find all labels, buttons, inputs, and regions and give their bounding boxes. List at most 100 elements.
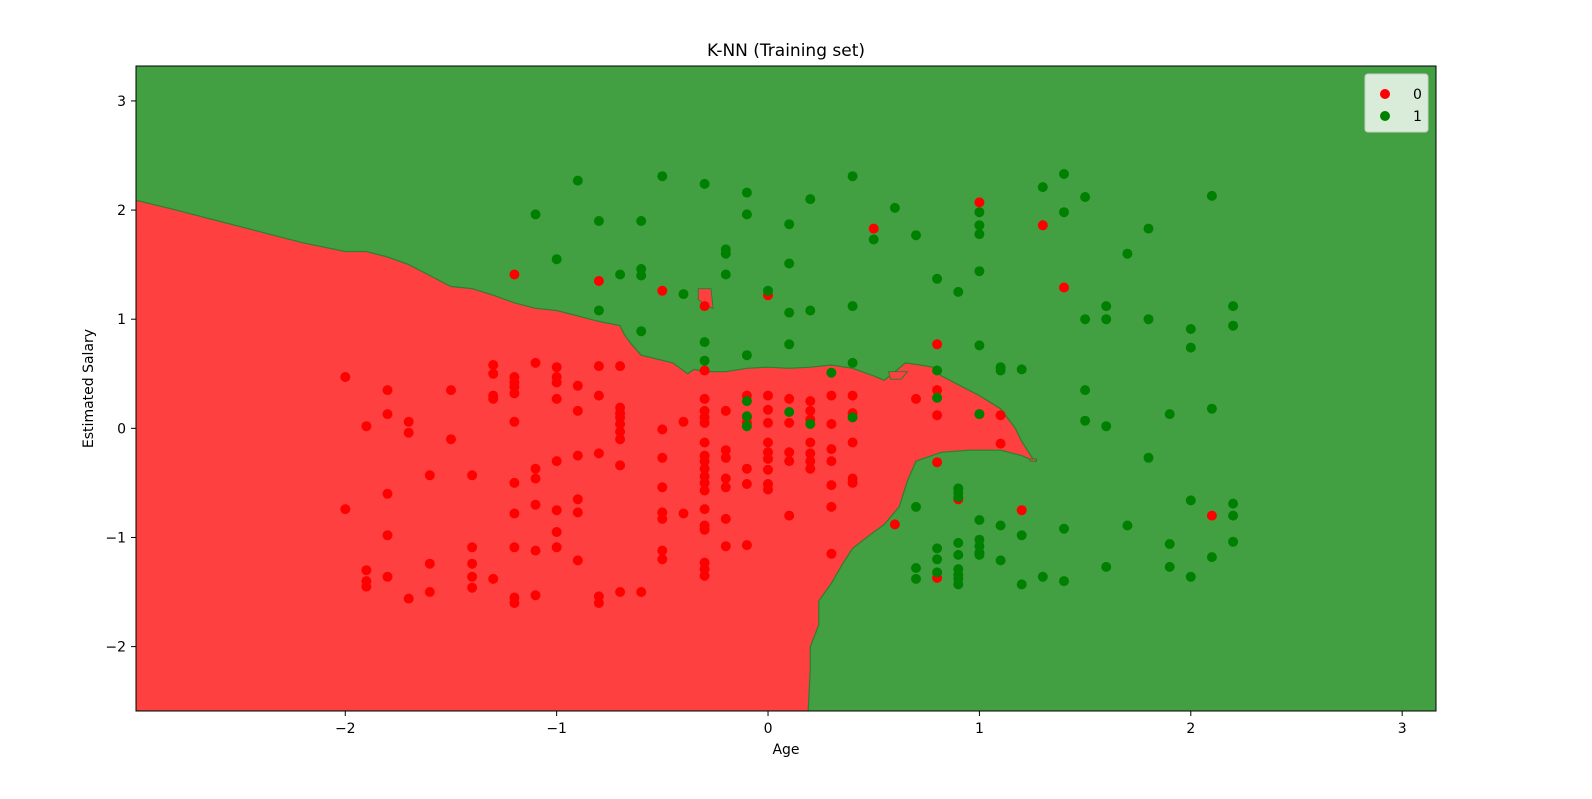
point-class-0 [488, 393, 499, 404]
point-class-0 [615, 426, 626, 437]
point-class-1 [911, 501, 921, 512]
point-class-0 [826, 419, 837, 429]
point-class-0 [657, 424, 668, 435]
point-class-1 [699, 178, 710, 189]
point-class-1 [741, 187, 752, 198]
point-class-0 [699, 570, 710, 581]
point-class-0 [1016, 505, 1027, 516]
point-class-1 [1228, 536, 1239, 547]
point-class-0 [995, 410, 1006, 421]
point-class-0 [403, 416, 414, 427]
point-class-1 [636, 326, 647, 337]
point-class-0 [826, 390, 837, 401]
point-class-0 [699, 524, 710, 535]
point-class-0 [784, 393, 795, 404]
point-class-0 [509, 477, 520, 488]
point-class-0 [657, 513, 668, 524]
x-tick-label: −1 [546, 721, 567, 737]
point-class-1 [741, 421, 752, 432]
point-class-0 [826, 548, 837, 559]
point-class-0 [889, 519, 900, 530]
point-class-1 [1206, 403, 1217, 414]
x-tick-label: 3 [1398, 721, 1407, 737]
point-class-0 [847, 390, 858, 401]
point-class-0 [932, 457, 943, 468]
point-class-1 [593, 305, 604, 316]
point-class-0 [699, 301, 710, 312]
point-class-0 [467, 571, 478, 582]
legend: 01 [1364, 73, 1429, 133]
point-class-0 [593, 448, 604, 459]
point-class-0 [382, 488, 393, 499]
point-class-0 [382, 385, 393, 396]
point-class-0 [509, 598, 520, 608]
point-class-1 [636, 270, 647, 281]
point-class-1 [1016, 530, 1027, 541]
point-class-0 [340, 372, 351, 382]
point-class-1 [1185, 342, 1196, 353]
point-class-0 [847, 437, 858, 448]
y-tick-label: 0 [117, 421, 126, 437]
point-class-0 [699, 393, 710, 404]
point-class-0 [551, 393, 562, 404]
point-class-1 [784, 339, 795, 350]
point-class-0 [805, 396, 816, 407]
point-class-1 [551, 254, 562, 265]
point-class-0 [868, 223, 879, 234]
point-class-1 [1228, 510, 1239, 521]
point-class-0 [551, 362, 562, 373]
point-class-1 [784, 307, 795, 318]
point-class-1 [1080, 192, 1091, 202]
point-class-1 [868, 234, 879, 245]
point-class-0 [826, 501, 837, 512]
point-class-1 [1101, 301, 1112, 312]
point-class-0 [509, 388, 520, 399]
point-class-0 [615, 587, 626, 597]
point-class-0 [572, 494, 583, 505]
point-class-1 [995, 365, 1006, 376]
point-class-1 [1164, 539, 1175, 549]
point-class-0 [657, 482, 668, 493]
y-tick-label: 3 [117, 94, 126, 110]
point-class-1 [1228, 301, 1239, 312]
point-class-1 [1101, 421, 1112, 432]
point-class-1 [1185, 495, 1196, 506]
point-class-0 [403, 593, 414, 604]
point-class-0 [720, 513, 731, 524]
point-class-0 [657, 452, 668, 463]
point-class-1 [932, 554, 943, 565]
point-class-0 [488, 573, 499, 584]
point-class-0 [763, 453, 773, 464]
x-tick-label: 0 [764, 721, 773, 737]
legend-label: 0 [1413, 87, 1422, 103]
point-class-0 [530, 545, 541, 556]
point-class-0 [488, 360, 499, 370]
point-class-0 [932, 385, 943, 396]
point-class-1 [1206, 552, 1217, 563]
x-tick-label: 2 [1186, 721, 1195, 737]
point-class-0 [826, 456, 837, 467]
decision-island-class-0 [1029, 458, 1037, 462]
point-class-1 [932, 543, 943, 554]
point-class-1 [889, 202, 900, 213]
point-class-1 [1059, 576, 1069, 587]
x-tick-label: −2 [335, 721, 356, 737]
point-class-0 [995, 438, 1006, 449]
point-class-0 [784, 456, 795, 467]
scatter-points [340, 169, 1239, 608]
point-class-0 [699, 456, 710, 467]
point-class-1 [657, 171, 668, 182]
plot-area [136, 66, 1436, 711]
point-class-0 [488, 368, 499, 379]
point-class-0 [382, 530, 393, 541]
point-class-1 [1143, 452, 1154, 463]
point-class-1 [953, 492, 964, 503]
point-class-0 [763, 404, 773, 415]
point-class-0 [720, 482, 731, 493]
point-class-0 [763, 437, 773, 448]
point-class-0 [657, 554, 668, 565]
point-class-1 [1101, 561, 1112, 572]
point-class-1 [1143, 314, 1154, 325]
point-class-0 [572, 380, 583, 391]
point-class-0 [805, 437, 816, 448]
